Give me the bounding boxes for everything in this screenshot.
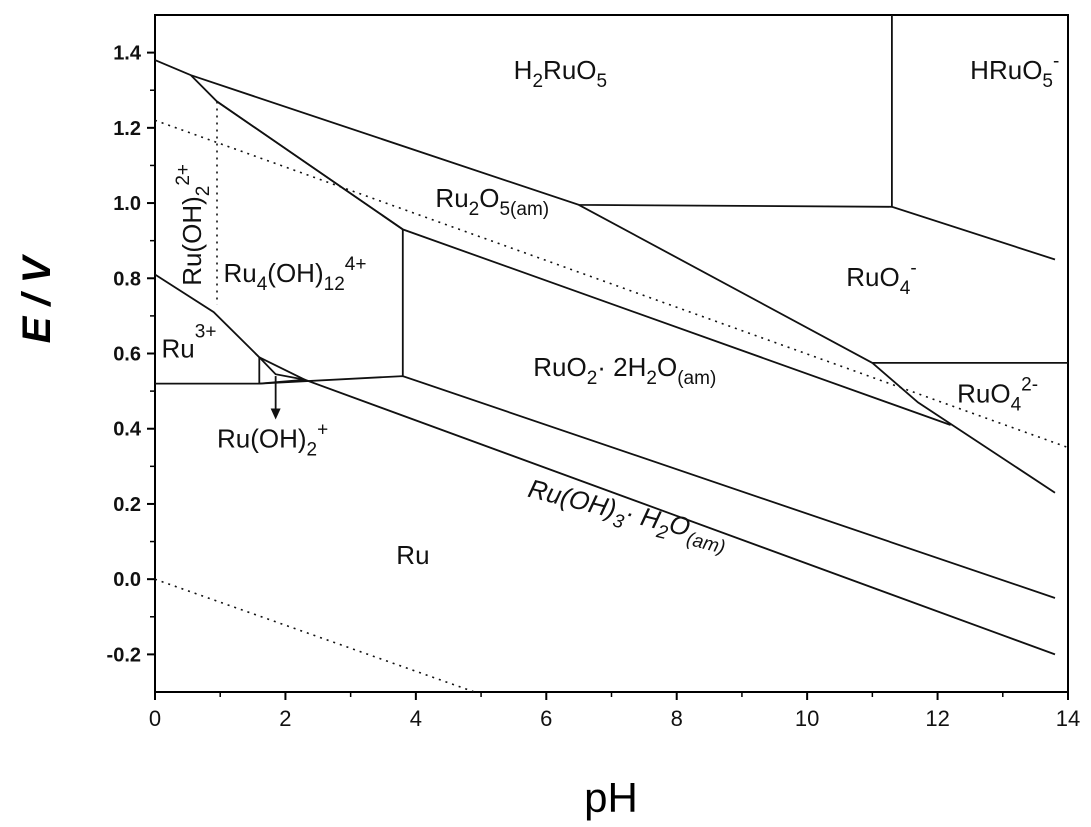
label-part: 2 xyxy=(532,71,543,92)
label-part: O xyxy=(479,183,499,213)
x-tick-label: 0 xyxy=(149,706,161,731)
label-part: Ru(OH) xyxy=(177,196,207,286)
boundary-line xyxy=(216,100,404,231)
water-stability-dotted-line xyxy=(154,578,475,693)
region-label: H2RuO5 xyxy=(514,55,607,92)
label-part: 2 xyxy=(587,368,598,389)
label-part: (am) xyxy=(684,529,727,559)
region-label: Ru4(OH)124+ xyxy=(223,254,366,295)
y-tick-label: 0.2 xyxy=(113,494,141,516)
label-part: 2 xyxy=(307,440,318,461)
label-part: Ru(OH) xyxy=(525,473,619,524)
boundary-line xyxy=(259,378,306,385)
label-part: RuO xyxy=(846,262,899,292)
label-part: Ru xyxy=(223,258,256,288)
y-tick-label: -0.2 xyxy=(107,644,141,666)
label-part: O xyxy=(657,352,677,382)
label-part: - xyxy=(1053,51,1059,72)
label-part: (am) xyxy=(677,368,716,389)
x-tick-label: 6 xyxy=(540,706,552,731)
region-label: Ru(OH)3· H2O(am) xyxy=(524,473,732,558)
label-part: 2 xyxy=(469,199,480,220)
label-part: RuO xyxy=(957,378,1010,408)
label-part: · 2H xyxy=(597,352,646,382)
label-part: 2 xyxy=(646,368,657,389)
y-tick-label: 0.4 xyxy=(113,419,142,441)
x-tick-label: 4 xyxy=(410,706,422,731)
region-label: RuO42- xyxy=(957,374,1038,415)
x-tick-label: 10 xyxy=(795,706,819,731)
y-axis-title: E / V xyxy=(15,253,59,343)
label-part: 5 xyxy=(1042,71,1053,92)
label-part: Ru xyxy=(435,183,468,213)
region-label: Ru2O5(am) xyxy=(435,183,549,220)
label-part: 5(am) xyxy=(499,199,549,220)
label-part: 12 xyxy=(324,274,345,295)
label-part: HRuO xyxy=(970,55,1042,85)
boundary-line xyxy=(155,375,1056,599)
boundary-line xyxy=(871,362,1056,494)
label-part: 2 xyxy=(653,521,670,544)
label-part: 4 xyxy=(257,274,268,295)
y-tick-label: 1.2 xyxy=(113,118,141,140)
label-part: RuO xyxy=(543,55,596,85)
label-part: 2 xyxy=(193,186,214,197)
label-part: 3+ xyxy=(195,321,217,342)
boundary-line xyxy=(578,204,873,364)
region-label: RuO2· 2H2O(am) xyxy=(533,352,716,389)
region-label: Ru(OH)2+ xyxy=(217,420,328,461)
label-part: 2+ xyxy=(173,164,194,186)
x-tick-label: 14 xyxy=(1056,706,1080,731)
y-tick-label: 0.6 xyxy=(113,344,141,366)
label-part: 5 xyxy=(597,71,608,92)
boundary-line xyxy=(154,273,1056,656)
x-tick-label: 8 xyxy=(671,706,683,731)
label-part: Ru(OH) xyxy=(217,424,307,454)
region-label: Ru(OH)22+ xyxy=(173,164,214,286)
region-label: HRuO5- xyxy=(970,51,1059,92)
label-part: - xyxy=(910,258,916,279)
water-stability-dotted-line xyxy=(154,119,1069,449)
boundary-lines xyxy=(154,15,1069,693)
label-part: RuO xyxy=(533,352,586,382)
x-tick-label: 2 xyxy=(279,706,291,731)
region-label: Ru xyxy=(396,540,429,570)
label-part: Ru xyxy=(162,333,195,363)
boundary-line xyxy=(258,356,306,381)
label-part: H xyxy=(514,55,533,85)
label-part: 4 xyxy=(900,278,911,299)
label-part: 4 xyxy=(1011,394,1022,415)
label-part: (OH) xyxy=(267,258,323,288)
y-tick-label: 0.0 xyxy=(113,569,141,591)
axis-ticks: 0 2 4 6 8 10 12 14 -0.2 0.0 0.2 0.4 0.6 0.8 1.0 1.2 1.4 xyxy=(107,43,1081,731)
y-tick-label: 0.8 xyxy=(113,268,141,290)
label-part: 4+ xyxy=(345,254,367,275)
region-label: RuO4- xyxy=(846,258,916,299)
label-part: + xyxy=(317,420,328,441)
y-tick-label: 1.0 xyxy=(113,193,141,215)
label-part: 2- xyxy=(1021,374,1038,395)
y-tick-label: 1.4 xyxy=(113,43,142,65)
x-axis-title: pH xyxy=(584,774,638,821)
x-tick-label: 12 xyxy=(925,706,949,731)
region-labels: H2RuO5 HRuO5-Ru2O5(am)RuO4-Ru4(OH)124+Ru3… xyxy=(162,51,1060,570)
arrow-head xyxy=(270,408,281,420)
label-part: Ru xyxy=(396,540,429,570)
region-label: Ru3+ xyxy=(162,321,217,363)
